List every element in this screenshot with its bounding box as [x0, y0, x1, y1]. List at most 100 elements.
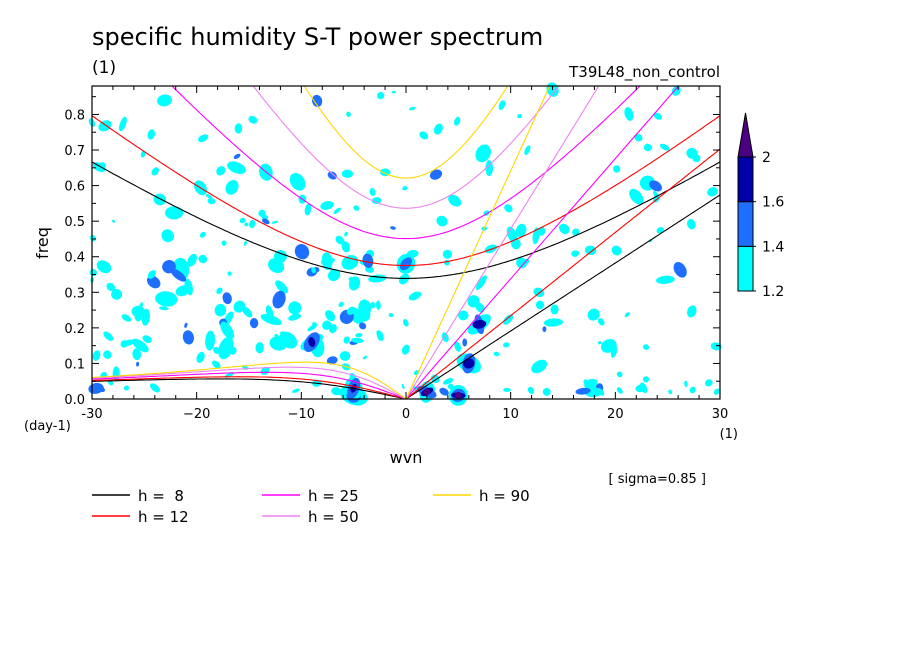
spectral-cell — [531, 359, 548, 374]
colorbar-top-triangle — [737, 112, 754, 158]
spectral-cell — [391, 90, 397, 94]
spectral-cell — [707, 187, 718, 197]
spectral-cell — [653, 112, 662, 120]
spectral-cell — [527, 386, 535, 394]
spectral-cell — [161, 229, 174, 243]
rossby-curve-h90 — [92, 361, 407, 399]
spectral-cell — [159, 306, 169, 311]
spectral-cell — [142, 335, 152, 343]
spectral-cell — [344, 231, 348, 237]
spectral-cell — [335, 235, 345, 245]
spectral-cell — [212, 360, 221, 369]
spectral-cell — [131, 338, 149, 353]
legend-label-h50: h = 50 — [308, 508, 359, 526]
spectral-cell — [359, 322, 367, 330]
spectral-cell — [227, 161, 246, 175]
spectral-cell — [408, 291, 422, 301]
spectral-cell — [311, 94, 323, 107]
spectral-cell — [147, 129, 156, 140]
spectral-cell — [624, 312, 630, 318]
spectral-cell — [390, 226, 396, 230]
colorbar-label: 1.4 — [762, 239, 784, 255]
spectral-cell — [123, 385, 130, 391]
spectral-cell — [401, 344, 410, 355]
spectral-cell — [475, 144, 491, 163]
spectral-cell — [454, 116, 461, 126]
spectral-cell — [249, 318, 259, 329]
spectral-cell — [503, 342, 510, 348]
spectral-cell — [147, 270, 156, 279]
spectral-cell — [111, 288, 123, 300]
spectral-cell — [198, 254, 208, 264]
spectral-cell — [322, 320, 332, 330]
spectral-cell — [304, 203, 312, 216]
spectral-cell — [205, 194, 213, 199]
spectral-cell — [184, 278, 193, 296]
spectral-cell — [255, 342, 264, 354]
spectral-cell — [399, 257, 413, 271]
spectral-cell — [234, 123, 243, 134]
spectral-cell — [472, 320, 487, 329]
colorbar: 1.2 1.4 1.6 2 — [737, 112, 784, 300]
spectral-cell — [312, 322, 317, 326]
spectral-cell — [429, 169, 443, 180]
spectral-cell — [291, 388, 300, 393]
spectral-cell — [443, 378, 454, 385]
spectral-cell — [643, 143, 652, 152]
colorbar-segment — [737, 245, 754, 292]
spectral-cell — [260, 366, 270, 376]
spectral-cell — [207, 198, 216, 205]
spectral-cell — [107, 380, 114, 386]
spectral-cell — [498, 100, 506, 110]
spectral-cell — [150, 383, 160, 393]
spectral-cell — [353, 205, 360, 211]
spectral-cell — [493, 351, 500, 357]
spectral-cell — [441, 332, 449, 343]
spectral-cell — [448, 194, 462, 207]
spectral-cell — [543, 318, 563, 327]
spectral-cell — [462, 338, 468, 347]
spectral-cell — [559, 223, 570, 235]
spectral-cell — [401, 384, 405, 389]
spectral-cell — [409, 106, 416, 111]
spectral-cell — [213, 346, 220, 354]
x-tick-label: −20 — [183, 407, 210, 422]
spectral-cell — [423, 388, 431, 395]
spectral-cell — [165, 206, 184, 220]
rossby-curve-h12 — [92, 376, 407, 399]
x-tick-label: 30 — [712, 407, 729, 422]
spectral-cell — [151, 167, 159, 176]
spectral-cell — [141, 308, 150, 326]
spectral-cell — [272, 290, 286, 309]
kelvin-curve-h12 — [405, 148, 720, 399]
y-axis-label: freq — [33, 227, 52, 259]
legend-label-h8: h = 8 — [138, 487, 184, 505]
spectral-cell — [616, 387, 623, 394]
spectral-cell — [341, 169, 353, 178]
y-tick-label: 0.5 — [64, 215, 85, 230]
spectral-cell — [586, 381, 596, 389]
y-axis-unit: (day-1) — [24, 419, 71, 434]
colorbar-label: 2 — [762, 150, 771, 166]
spectral-cell — [96, 260, 112, 274]
spectral-cell — [610, 344, 618, 358]
spectral-cell — [596, 388, 605, 396]
spectral-cell — [222, 292, 232, 305]
x-axis-label: wvn — [390, 448, 423, 467]
spectral-cell — [398, 273, 410, 285]
spectral-cell — [524, 145, 531, 156]
spectral-cell — [616, 371, 623, 378]
spectral-cell — [624, 107, 634, 121]
y-tick-label: 0.3 — [64, 286, 85, 301]
spectral-cell — [629, 188, 644, 205]
spectral-cell — [684, 380, 688, 388]
spectral-cell — [504, 204, 513, 213]
spectral-cell — [439, 387, 449, 396]
spectral-cell — [339, 351, 351, 361]
spectral-cell — [197, 134, 209, 143]
x-axis-unit: (1) — [720, 427, 738, 442]
spectral-cell — [515, 223, 527, 238]
legend-label-h12: h = 12 — [138, 508, 189, 526]
spectral-cell — [155, 291, 178, 307]
